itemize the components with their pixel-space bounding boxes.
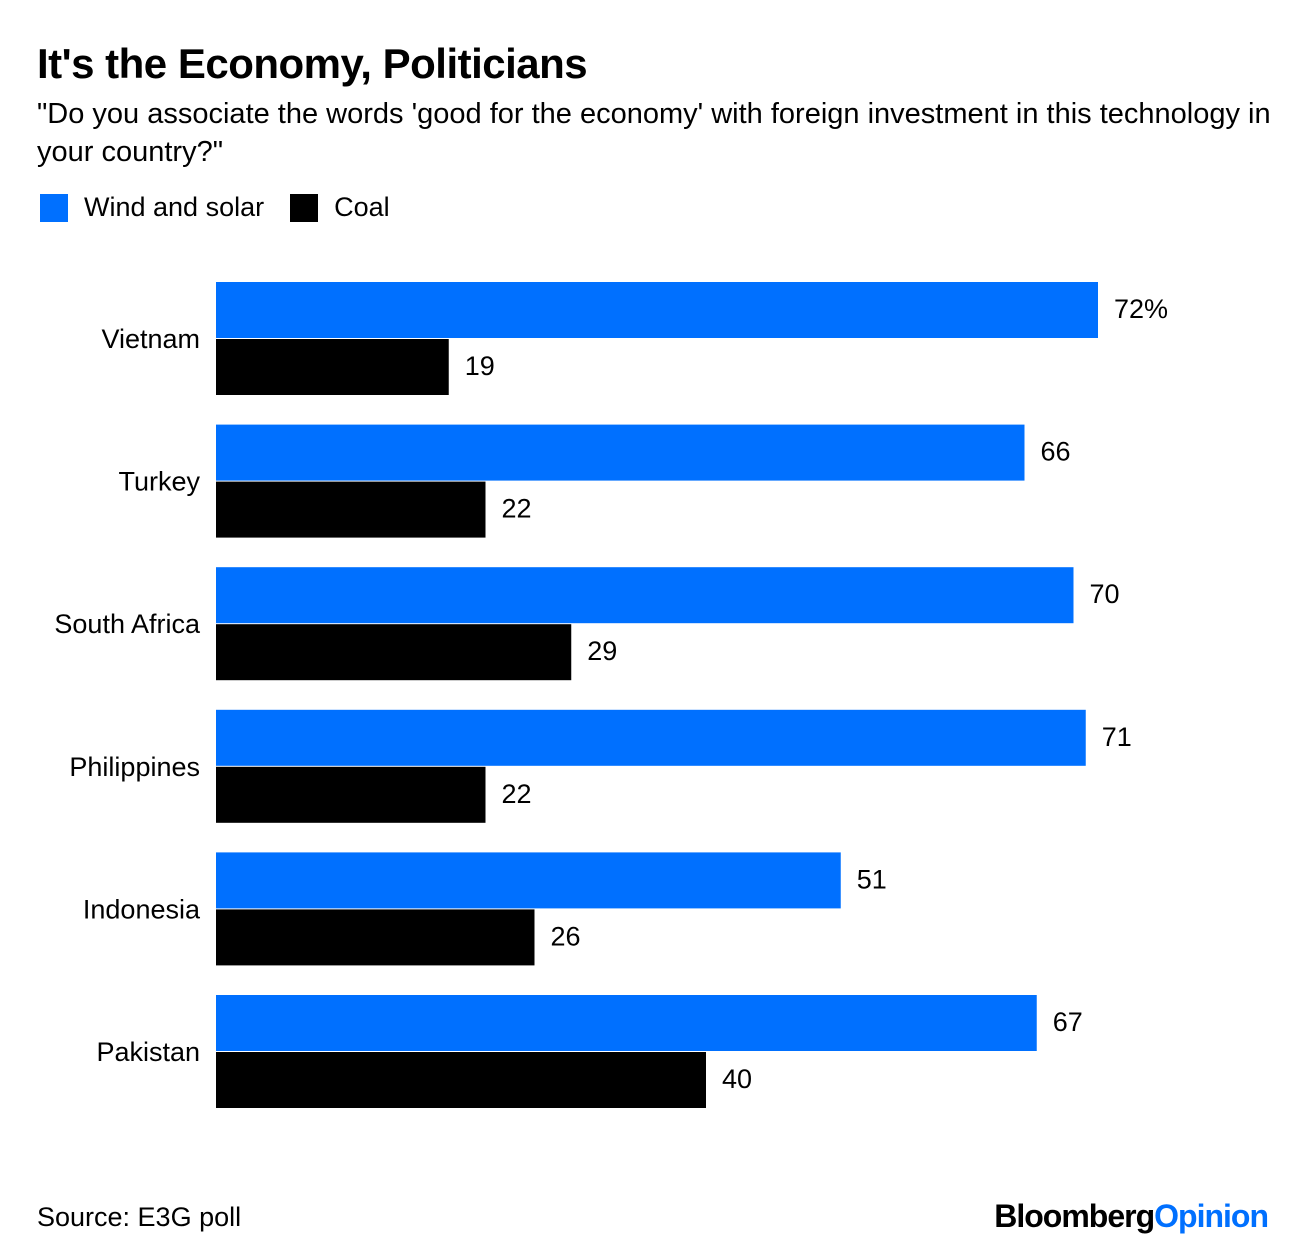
value-label-wind-and-solar-vietnam: 72%	[1114, 294, 1168, 324]
value-label-coal-vietnam: 19	[465, 351, 495, 381]
bar-coal-indonesia	[216, 909, 535, 966]
bar-wind-and-solar-philippines	[216, 709, 1086, 766]
bar-wind-and-solar-indonesia	[216, 852, 841, 909]
legend-swatch-coal	[290, 193, 319, 222]
category-label-pakistan: Pakistan	[96, 1037, 200, 1067]
category-label-vietnam: Vietnam	[101, 324, 200, 354]
legend-item-wind-solar: Wind and solar	[40, 192, 264, 223]
bar-wind-and-solar-vietnam	[216, 282, 1098, 338]
legend-label-wind-solar: Wind and solar	[84, 192, 265, 222]
bloomberg-opinion-logo: BloombergOpinion	[994, 1198, 1269, 1235]
value-label-wind-and-solar-pakistan: 67	[1053, 1007, 1083, 1037]
value-label-wind-and-solar-philippines: 71	[1102, 722, 1132, 752]
value-label-coal-philippines: 22	[502, 779, 532, 809]
legend-swatch-wind-solar	[40, 193, 68, 222]
chart-subtitle: "Do you associate the words 'good for th…	[37, 98, 1271, 168]
category-label-turkey: Turkey	[118, 467, 200, 497]
bar-coal-pakistan	[216, 1052, 706, 1108]
value-label-wind-and-solar-indonesia: 51	[857, 864, 887, 894]
legend: Wind and solar Coal	[40, 192, 416, 223]
value-label-coal-south-africa: 29	[587, 636, 617, 666]
bar-wind-and-solar-south-africa	[216, 567, 1074, 624]
legend-item-coal: Coal	[290, 192, 390, 223]
bar-coal-south-africa	[216, 624, 572, 681]
value-label-wind-and-solar-turkey: 66	[1041, 437, 1071, 467]
value-label-coal-pakistan: 40	[722, 1064, 752, 1094]
bar-wind-and-solar-turkey	[216, 424, 1025, 481]
logo-product: Opinion	[1154, 1198, 1269, 1234]
source-note: Source: E3G poll	[37, 1202, 242, 1232]
logo-brand: Bloomberg	[994, 1198, 1155, 1234]
value-label-coal-turkey: 22	[502, 494, 532, 524]
chart-title: It's the Economy, Politicians	[37, 40, 588, 87]
value-label-wind-and-solar-south-africa: 70	[1090, 579, 1120, 609]
category-label-indonesia: Indonesia	[83, 894, 201, 924]
category-label-philippines: Philippines	[69, 752, 200, 782]
bar-wind-and-solar-pakistan	[216, 995, 1037, 1051]
bar-coal-vietnam	[216, 339, 449, 395]
bar-coal-turkey	[216, 481, 486, 538]
legend-label-coal: Coal	[334, 192, 390, 222]
bar-coal-philippines	[216, 766, 486, 823]
value-label-coal-indonesia: 26	[551, 921, 581, 951]
category-label-south-africa: South Africa	[54, 609, 201, 639]
